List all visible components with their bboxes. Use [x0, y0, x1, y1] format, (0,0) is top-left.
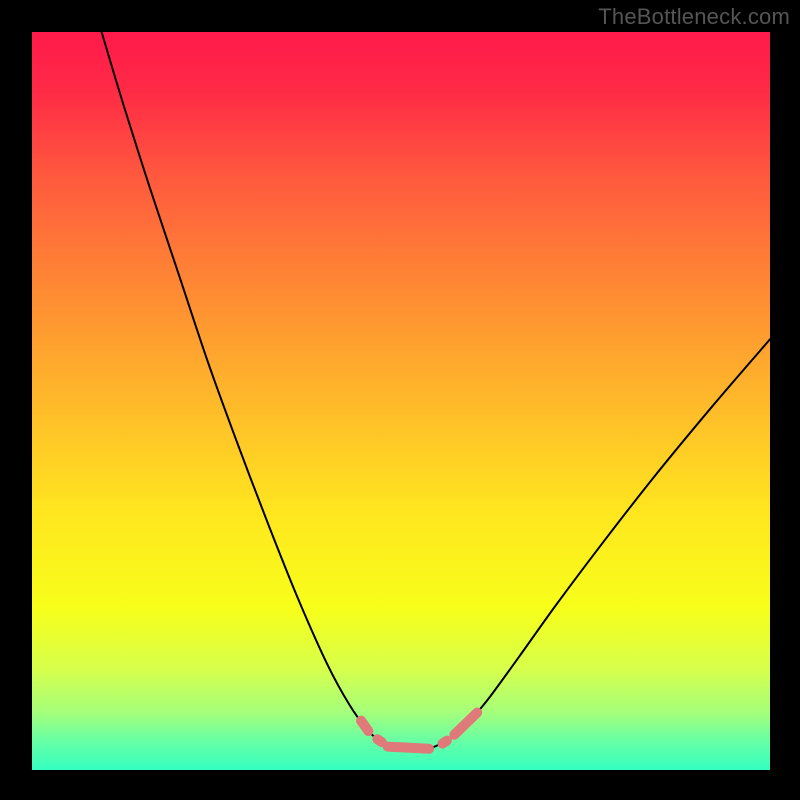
bottleneck-curve-chart — [0, 0, 800, 800]
chart-canvas: TheBottleneck.com — [0, 0, 800, 800]
valley-dash-segment — [442, 741, 446, 744]
valley-dash-segment — [388, 747, 429, 749]
watermark-text: TheBottleneck.com — [598, 4, 790, 30]
valley-dash-segment — [377, 739, 381, 742]
valley-dash-segment — [361, 721, 368, 731]
plot-background-gradient — [31, 31, 771, 771]
